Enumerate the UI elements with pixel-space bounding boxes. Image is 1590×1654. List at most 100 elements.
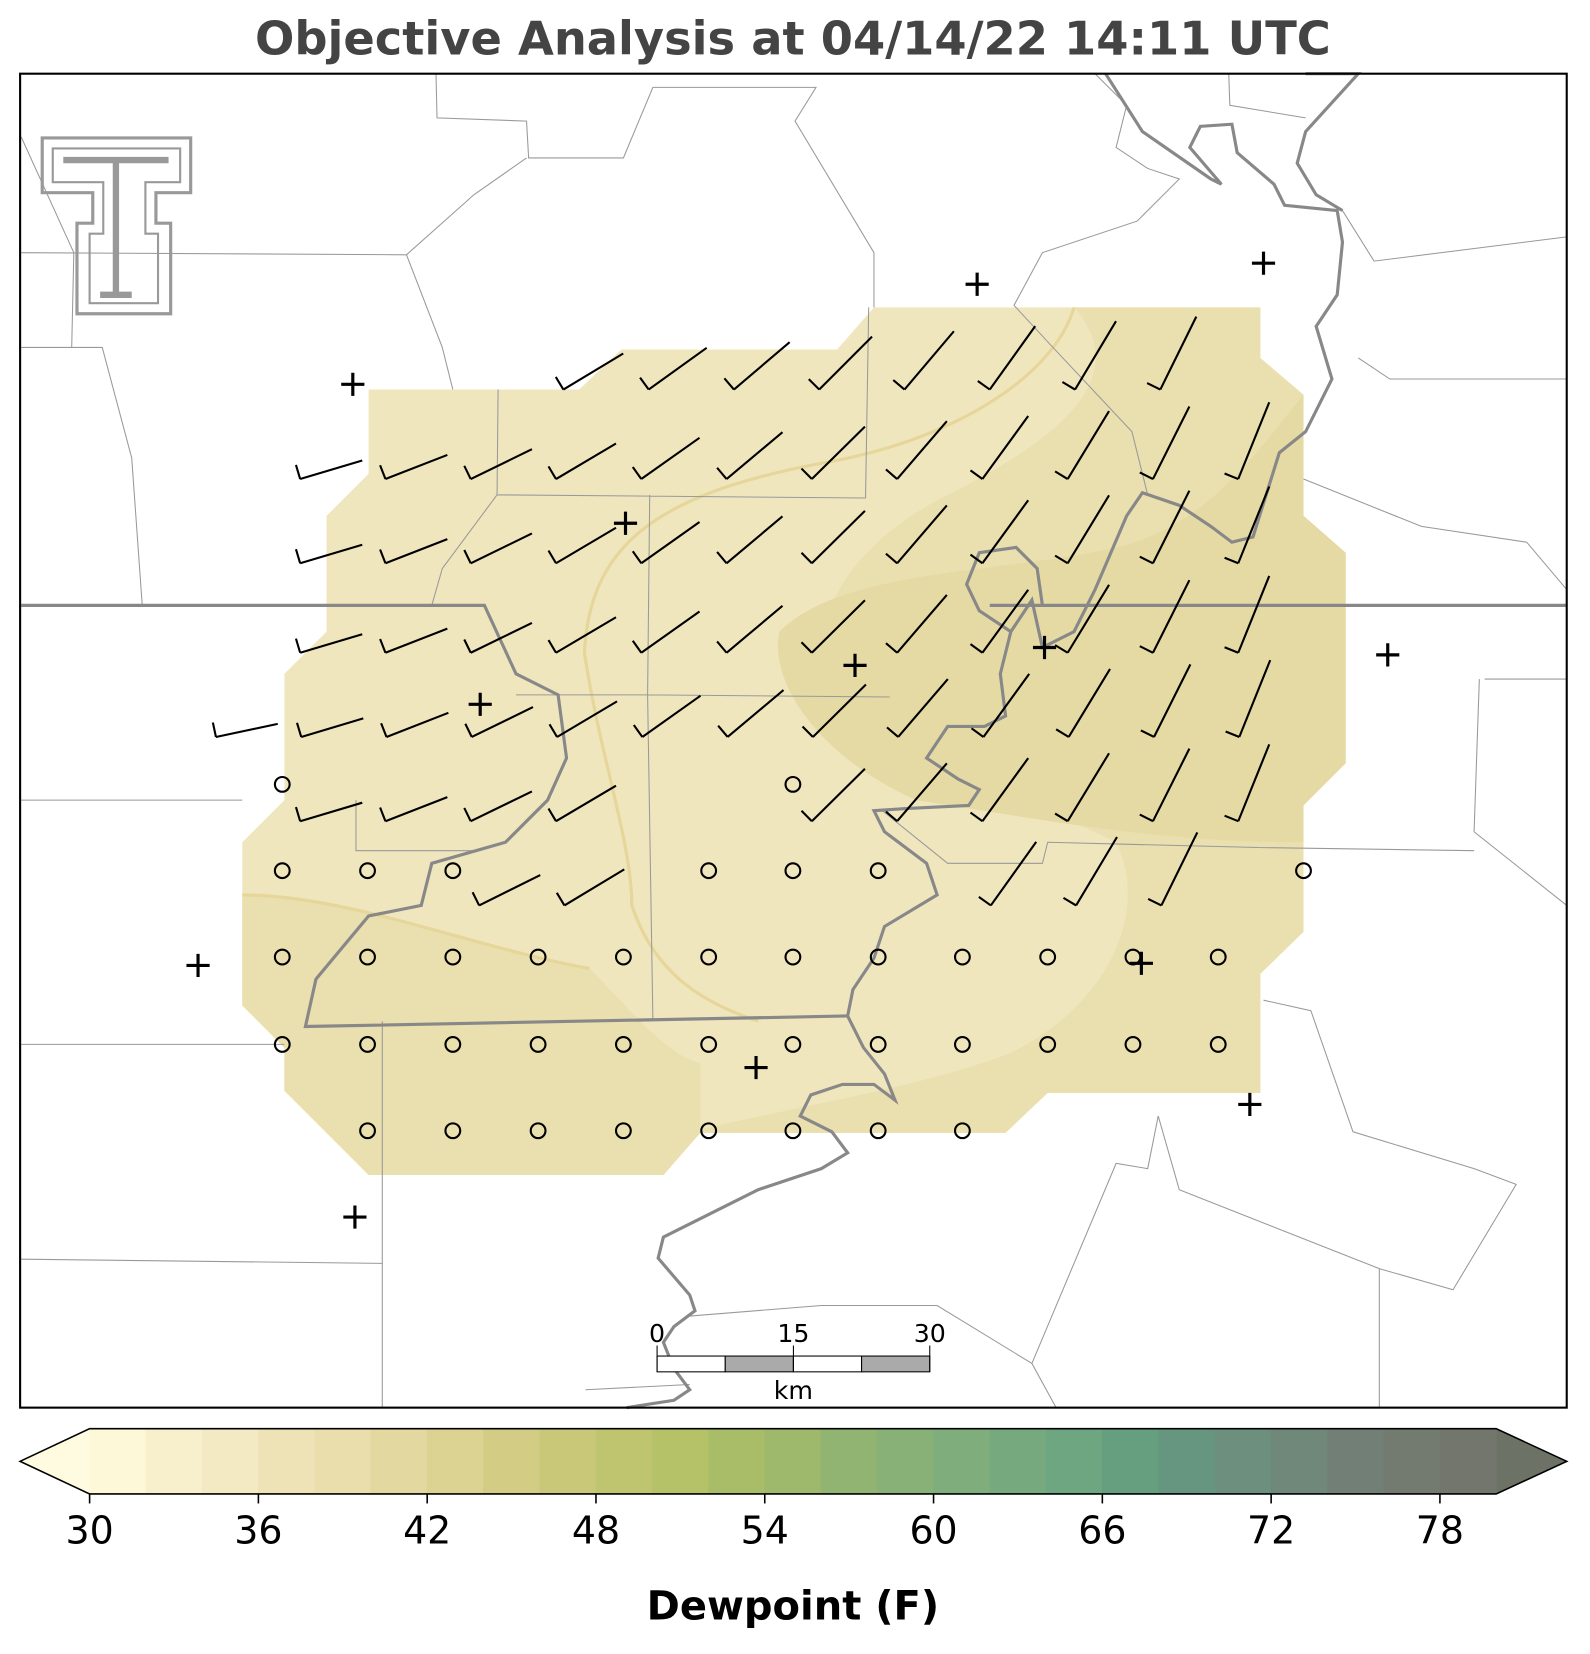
colorbar-segment	[708, 1428, 766, 1495]
barb-flag	[1062, 896, 1077, 907]
calm-circle	[700, 948, 718, 966]
calm-circle	[359, 862, 376, 880]
barb-flag	[1061, 381, 1076, 391]
barb-flag	[977, 380, 991, 391]
barb-shaft	[811, 768, 866, 822]
barb-flag	[978, 896, 992, 907]
barb-flag	[885, 642, 898, 654]
barb-shaft	[478, 874, 541, 907]
colorbar-segment	[1102, 1428, 1159, 1495]
barb-shaft	[299, 633, 363, 654]
calm-circle	[1039, 1035, 1057, 1053]
barb-shaft	[640, 521, 701, 565]
barb-shaft	[1152, 748, 1191, 822]
barb-flag	[295, 722, 303, 738]
barb-flag	[808, 378, 820, 391]
colorbar-segment	[1383, 1428, 1441, 1495]
barb-shaft	[1152, 490, 1191, 564]
barb-flag	[294, 638, 302, 654]
station-plus	[1032, 635, 1057, 660]
colorbar-segment	[1439, 1428, 1497, 1495]
scale-segment	[724, 1355, 794, 1373]
barb-shaft	[300, 717, 364, 738]
scale-segment	[792, 1355, 863, 1373]
barb-flag	[631, 640, 643, 654]
barb-flag	[886, 726, 899, 738]
barb-flag	[1054, 812, 1069, 823]
barb-flag	[1139, 471, 1154, 480]
colorbar-segment	[1214, 1428, 1272, 1495]
barb-shaft	[896, 594, 948, 654]
barb-shaft	[896, 504, 948, 564]
scale-segment	[861, 1355, 931, 1373]
barb-flag	[554, 376, 565, 391]
barb-shaft	[299, 801, 363, 823]
barb-shaft	[1237, 575, 1271, 654]
barb-shaft	[726, 689, 785, 738]
barb-shaft	[733, 341, 791, 391]
barb-flag	[631, 466, 643, 480]
colorbar-tick-label: 54	[741, 1508, 789, 1552]
barb-flag	[294, 548, 302, 564]
barb-flag	[801, 725, 814, 738]
calm-circle	[444, 1122, 462, 1140]
barb-shaft	[556, 700, 618, 738]
barb-flag	[463, 465, 472, 480]
colorbar-segment	[314, 1428, 372, 1495]
colorbar-segment	[89, 1428, 147, 1495]
barb-shaft	[562, 352, 624, 391]
analysis-edge	[242, 306, 1076, 1023]
calm-circle	[273, 862, 291, 880]
colorbar-tick-label: 60	[909, 1508, 957, 1552]
barb-flag	[548, 723, 558, 738]
calm-circle	[529, 1122, 547, 1140]
barb-shaft	[812, 683, 867, 738]
barb-flag	[380, 722, 388, 738]
colorbar-extend-high	[1496, 1428, 1567, 1494]
barb-shaft	[988, 325, 1037, 391]
barb-shaft	[989, 841, 1038, 907]
calm-circle	[529, 1035, 547, 1053]
calm-circle	[784, 1035, 802, 1053]
barb-flag	[555, 892, 566, 906]
scale-tick-label: 30	[914, 1319, 946, 1348]
barb-flag	[1055, 728, 1070, 738]
barb-flag	[1225, 730, 1240, 738]
barb-flag	[800, 809, 813, 822]
barb-shaft	[903, 330, 955, 391]
calm-circle	[529, 948, 547, 966]
colorbar-tick-label: 42	[403, 1508, 451, 1552]
colorbar-segment	[1158, 1428, 1216, 1495]
calm-circle	[273, 775, 291, 793]
barb-flag	[294, 464, 302, 480]
barb-shaft	[555, 526, 617, 565]
colorbar-segment	[370, 1428, 428, 1495]
station-plus	[1238, 1092, 1262, 1117]
barb-shaft	[811, 425, 866, 480]
station-plus	[341, 372, 365, 396]
barb-shaft	[981, 757, 1030, 822]
barb-flag	[463, 807, 472, 822]
barb-flag	[716, 551, 728, 564]
barb-shaft	[1066, 494, 1110, 564]
barb-flag	[471, 891, 481, 906]
barb-shaft	[981, 589, 1030, 654]
barb-shaft	[1067, 668, 1111, 738]
colorbar-segment	[1270, 1428, 1328, 1495]
station-plus	[1129, 951, 1153, 975]
calm-circle	[359, 1035, 376, 1053]
barb-flag	[969, 469, 984, 480]
colorbar-segment	[989, 1428, 1047, 1495]
barb-flag	[1224, 814, 1239, 823]
title: Objective Analysis at 04/14/22 14:11 UTC	[255, 12, 1331, 66]
barb-flag	[547, 465, 557, 480]
barb-flag	[716, 640, 728, 654]
barb-shaft	[385, 627, 448, 654]
barb-shaft	[1074, 320, 1117, 391]
colorbar-segment	[258, 1428, 315, 1495]
colorbar-label: Dewpoint (F)	[647, 1584, 940, 1630]
barb-shaft	[1152, 406, 1191, 480]
barb-shaft	[725, 605, 784, 654]
barb-flag	[1224, 472, 1239, 481]
calm-circle	[273, 1035, 291, 1053]
